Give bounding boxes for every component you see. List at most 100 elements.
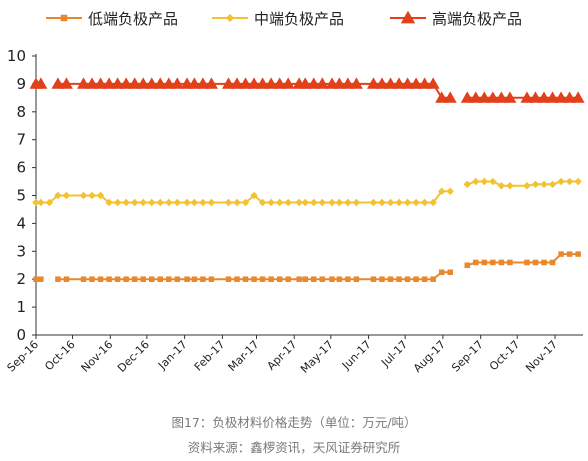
data-point: [438, 269, 445, 275]
data-point: [481, 259, 488, 266]
data-point: [366, 77, 380, 89]
data-point: [548, 180, 557, 189]
data-point: [273, 77, 287, 89]
data-point: [34, 77, 48, 89]
data-point: [114, 276, 121, 282]
y-tick-label: 6: [16, 159, 26, 177]
data-point: [204, 77, 218, 89]
data-point: [311, 276, 317, 282]
data-point: [200, 276, 206, 282]
legend-label: 中端负极产品: [254, 10, 344, 28]
data-point: [574, 177, 582, 186]
y-tick-label: 9: [16, 75, 26, 93]
data-point: [113, 198, 122, 207]
data-point: [96, 191, 105, 200]
data-point: [489, 177, 497, 186]
data-point: [32, 198, 40, 207]
data-point: [230, 77, 244, 89]
data-point: [469, 91, 483, 103]
data-point: [575, 251, 581, 257]
data-point: [268, 276, 274, 282]
data-point: [62, 191, 71, 200]
y-tick-label: 8: [16, 103, 26, 121]
data-point: [140, 276, 146, 282]
legend-item-3: 高端负极产品: [390, 10, 522, 28]
x-tick-label: Jul-17: [378, 338, 410, 370]
data-point: [473, 259, 479, 266]
data-point: [344, 198, 352, 207]
data-point: [239, 77, 253, 89]
x-tick-label: Aug-17: [411, 338, 448, 375]
data-point: [77, 77, 90, 89]
data-point: [395, 198, 403, 207]
x-tick-label: Sep-17: [449, 338, 486, 375]
y-tick-label: 1: [16, 298, 26, 316]
data-point: [123, 276, 129, 282]
data-point: [136, 77, 150, 89]
data-point: [199, 198, 207, 207]
data-point: [498, 259, 505, 266]
data-point: [295, 198, 303, 207]
x-tick-label: Oct-16: [42, 338, 77, 373]
x-tick-label: Jan-17: [155, 338, 190, 373]
series-2: [32, 177, 582, 207]
data-point: [285, 276, 291, 282]
data-point: [571, 91, 585, 103]
x-tick-label: Dec-16: [115, 338, 152, 375]
x-tick-label: Nov-16: [79, 338, 116, 375]
data-point: [447, 269, 453, 275]
data-point: [184, 276, 190, 282]
data-point: [497, 182, 506, 190]
data-point: [378, 198, 386, 207]
data-point: [523, 182, 531, 190]
data-point: [33, 276, 39, 282]
data-point: [234, 276, 240, 282]
y-tick-label: 0: [16, 326, 26, 344]
data-point: [503, 91, 517, 103]
data-point: [88, 191, 96, 200]
data-point: [145, 77, 159, 89]
data-point: [37, 198, 45, 207]
data-point: [166, 276, 172, 282]
data-point: [224, 198, 233, 207]
legend-marker: [400, 10, 416, 24]
data-point: [375, 77, 389, 89]
source-note: 资料来源：鑫椤资讯，天风证券研究所: [187, 440, 401, 455]
data-point: [532, 259, 539, 266]
data-point: [463, 180, 471, 189]
data-point: [549, 259, 556, 266]
data-point: [247, 77, 261, 89]
data-point: [173, 198, 182, 207]
x-tick-label: Feb-17: [192, 338, 228, 374]
data-point: [298, 77, 312, 89]
data-point: [557, 177, 565, 186]
data-point: [183, 198, 191, 207]
data-point: [328, 198, 336, 207]
data-point: [404, 276, 411, 282]
data-point: [336, 276, 343, 282]
data-point: [443, 91, 457, 103]
data-point: [241, 198, 250, 207]
data-point: [128, 77, 142, 89]
data-point: [435, 91, 449, 103]
data-point: [259, 276, 266, 282]
y-tick-label: 10: [7, 47, 26, 65]
data-point: [187, 77, 201, 89]
data-point: [412, 198, 420, 207]
data-point: [369, 198, 378, 207]
data-point: [349, 77, 363, 89]
data-point: [563, 91, 577, 103]
data-point: [190, 198, 199, 207]
data-point: [353, 276, 360, 282]
data-point: [307, 77, 321, 89]
data-point: [460, 91, 474, 103]
x-tick-label: Nov-17: [523, 338, 560, 375]
series-1: [33, 251, 581, 282]
data-point: [332, 77, 346, 89]
data-point: [335, 198, 344, 207]
y-tick-label: 5: [16, 187, 26, 205]
data-point: [486, 91, 500, 103]
data-point: [102, 77, 116, 89]
data-point: [106, 276, 112, 282]
data-point: [403, 198, 412, 207]
